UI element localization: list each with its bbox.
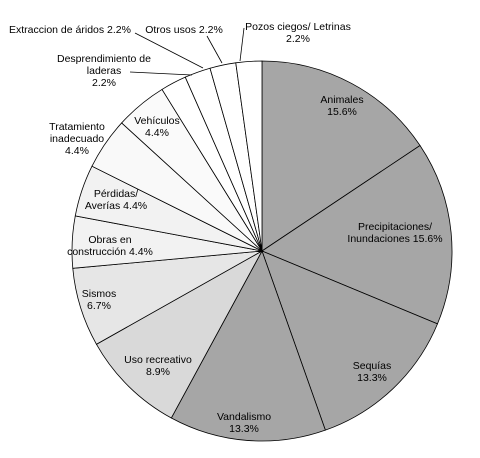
slice-label-line: 2.2% bbox=[92, 77, 116, 89]
slice-label-vehiculos: Vehículos 4.4% bbox=[134, 115, 180, 139]
slice-label-line: Sismos bbox=[82, 288, 116, 300]
slice-label-perdidas-averias: Pérdidas/Averías 4.4% bbox=[85, 188, 147, 212]
pie-slice-vandalismo bbox=[170, 250, 326, 442]
slice-label-obras-en-construccion: Obras en construcción 4.4% bbox=[67, 234, 153, 258]
leader-line-desprendimiento-de-laderas bbox=[129, 71, 193, 76]
leader-line-otros-usos bbox=[206, 35, 223, 64]
slice-label-extraccion-de-aridos: Extraccion de áridos 2.2% bbox=[9, 24, 131, 36]
slice-label-line: Averías 4.4% bbox=[85, 200, 147, 212]
slice-label-tratamiento-inadecuado: Tratamiento inadecuado 4.4% bbox=[49, 121, 105, 157]
pie-slice-pozos-ciegos-letrinas bbox=[235, 60, 263, 252]
slice-label-otros-usos: Otros usos 2.2% bbox=[145, 24, 223, 36]
slice-label-line: Inundaciones 15.6% bbox=[347, 233, 442, 245]
pie-slice-precipitaciones-inundaciones bbox=[261, 144, 453, 325]
slice-label-line: Obras en bbox=[88, 234, 131, 246]
slice-label-line: Vandalismo bbox=[217, 411, 271, 423]
slice-label-line: Animales bbox=[320, 94, 363, 106]
slice-label-line: 4.4% bbox=[145, 127, 169, 139]
slice-label-line: Vehículos bbox=[134, 115, 180, 127]
slice-label-line: 13.3% bbox=[229, 423, 259, 435]
slice-label-line: Uso recreativo bbox=[124, 354, 192, 366]
slice-label-line: construcción 4.4% bbox=[67, 246, 153, 258]
slice-label-line: 4.4% bbox=[65, 145, 89, 157]
slice-label-uso-recreativo: Uso recreativo 8.9% bbox=[124, 354, 192, 378]
slice-label-line: Pérdidas/ bbox=[94, 188, 138, 200]
slice-label-line: Otros usos 2.2% bbox=[145, 24, 223, 36]
pie-slice-animales bbox=[261, 60, 421, 252]
slice-label-line: 8.9% bbox=[146, 366, 170, 378]
pie-slice-sequias bbox=[261, 250, 439, 431]
slice-label-sismos: Sismos 6.7% bbox=[82, 288, 116, 312]
slice-label-sequias: Sequías 13.3% bbox=[353, 360, 392, 384]
slice-label-line: 15.6% bbox=[327, 106, 357, 118]
leader-line-extraccion-de-aridos bbox=[134, 32, 204, 69]
slice-label-animales: Animales 15.6% bbox=[320, 94, 363, 118]
slice-label-line: Tratamiento bbox=[49, 121, 105, 133]
slice-label-line: Desprendimiento de bbox=[57, 53, 151, 65]
slice-label-line: Precipitaciones/ bbox=[358, 221, 432, 233]
slice-label-line: 6.7% bbox=[87, 300, 111, 312]
slice-label-line: inadecuado bbox=[50, 133, 104, 145]
slice-label-vandalismo: Vandalismo 13.3% bbox=[217, 411, 271, 435]
slice-label-line: laderas bbox=[87, 65, 121, 77]
slice-label-line: 13.3% bbox=[357, 372, 387, 384]
slice-label-line: Sequías bbox=[353, 360, 392, 372]
pie-slice-uso-recreativo bbox=[95, 249, 264, 419]
leader-line-pozos-ciegos-letrinas bbox=[239, 27, 245, 62]
slice-label-desprendimiento-de-laderas: Desprendimiento de laderas 2.2% bbox=[57, 53, 151, 89]
slice-label-precipitaciones-inundaciones: Precipitaciones/Inundaciones 15.6% bbox=[347, 221, 442, 245]
slice-label-line: 2.2% bbox=[286, 33, 310, 45]
slice-label-line: Extraccion de áridos 2.2% bbox=[9, 24, 131, 36]
slice-label-line: Pozos ciegos/ Letrinas bbox=[245, 21, 351, 33]
slice-label-pozos-ciegos-letrinas: Pozos ciegos/ Letrinas 2.2% bbox=[245, 21, 351, 45]
